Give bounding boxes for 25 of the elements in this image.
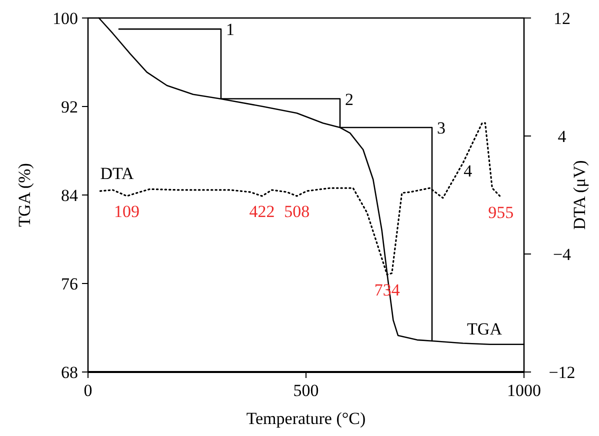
y-tick-label: 68 [61,363,78,382]
y-tick-label: 76 [61,274,78,294]
y2-axis-title: DTA (μV) [570,160,589,230]
x-tick-label: 1000 [507,381,541,400]
y-axis-title: TGA (%) [15,163,34,227]
x-tick-label: 500 [293,381,319,400]
annotation: 422 [249,202,275,221]
x-tick-label: 0 [84,381,92,400]
y2-tick-label: −12 [548,363,576,382]
annotation: 955 [488,203,514,222]
x-axis-title: Temperature (°C) [246,409,366,428]
annotation: 2 [345,90,354,109]
y-tick-label: 84 [61,186,78,205]
annotation: 508 [284,202,310,221]
y-tick-label: 100 [52,9,78,28]
annotation: 109 [114,202,140,221]
annotation: 3 [437,118,446,138]
y-tick-label: 92 [61,98,78,116]
annotation: 4 [464,162,473,181]
y2-tick-label: 4 [558,127,567,146]
annotation: 1 [226,20,234,40]
series-label: TGA [467,319,503,338]
series-label: DTA [100,164,135,184]
y2-tick-label: 12 [554,9,570,28]
y2-tick-label: −4 [552,245,572,264]
